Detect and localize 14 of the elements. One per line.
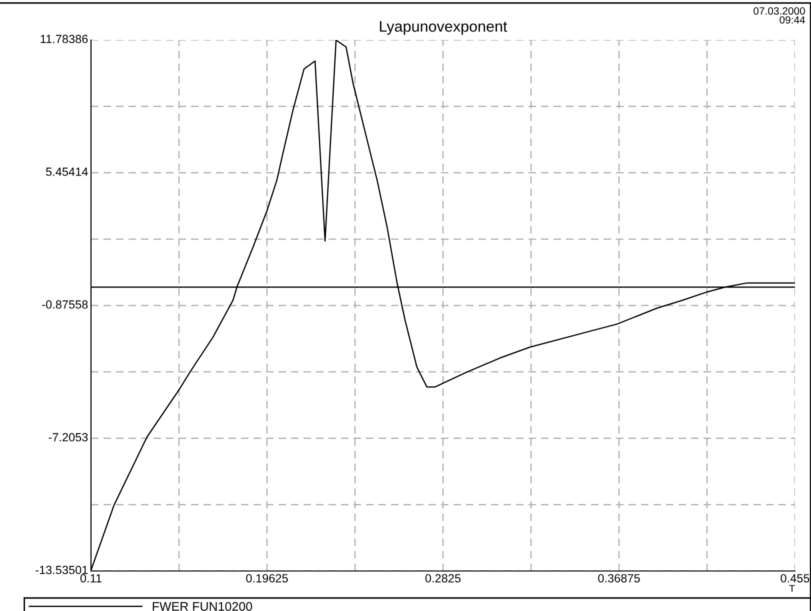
y-tick-label: -0.87558 [42,300,88,309]
text: 07.03.2000 09:44 [754,7,806,24]
x-tick-label: 0.11 [80,574,102,582]
text: FWER FUN10200 [152,602,252,611]
y-tick-label: 5.45414 [46,168,88,176]
y-tick-label: -13.53501 [36,566,88,574]
x-tick-label: 0.455 [780,574,810,582]
x-tick-label: 0.2825 [425,574,461,582]
x-tick-label: 0.19625 [246,574,288,582]
x-tick-label: 0.36875 [598,574,640,582]
y-tick-label: 11.78386 [40,34,88,44]
chart-title: Lyapunovexponent [380,21,508,35]
x-axis-title: T [789,585,795,592]
y-tick-label: -7.2053 [48,433,88,442]
